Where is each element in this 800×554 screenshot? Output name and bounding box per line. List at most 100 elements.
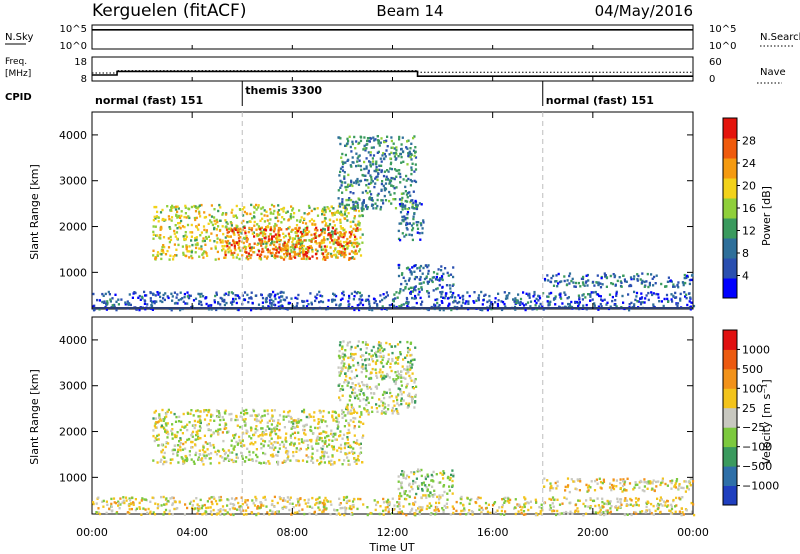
data-cell: [376, 376, 379, 379]
data-cell: [236, 424, 239, 427]
data-cell: [402, 358, 405, 361]
data-cell: [216, 220, 219, 224]
data-cell: [257, 505, 260, 508]
data-cell: [314, 240, 317, 243]
data-cell: [623, 481, 626, 484]
data-cell: [361, 241, 364, 244]
data-cell: [378, 355, 381, 358]
data-cell: [347, 303, 350, 307]
data-cell: [353, 238, 356, 241]
data-cell: [563, 275, 566, 278]
data-cell: [274, 511, 277, 514]
data-cell: [327, 233, 330, 236]
data-cell: [260, 240, 263, 243]
data-cell: [288, 508, 291, 512]
data-cell: [253, 418, 257, 421]
data-cell: [524, 303, 528, 306]
data-cell: [421, 227, 424, 230]
data-cell: [232, 232, 235, 235]
data-cell: [643, 478, 646, 481]
data-cell: [321, 209, 324, 213]
data-cell: [159, 211, 163, 214]
data-cell: [339, 513, 342, 516]
data-cell: [350, 256, 353, 260]
freq-left-tick-bottom: 8: [81, 74, 87, 85]
data-cell: [607, 502, 610, 506]
data-cell: [553, 498, 556, 502]
data-cell: [419, 509, 422, 512]
data-cell: [660, 282, 663, 286]
data-cell: [187, 215, 190, 218]
data-cell: [339, 170, 342, 174]
data-cell: [128, 293, 131, 296]
data-cell: [335, 218, 339, 221]
data-cell: [184, 503, 187, 506]
data-cell: [376, 359, 379, 362]
cpid-segment-label: themis 3300: [245, 84, 322, 97]
data-cell: [166, 205, 169, 208]
data-cell: [260, 427, 263, 430]
data-cell: [106, 301, 109, 305]
data-cell: [654, 509, 657, 513]
data-cell: [274, 233, 277, 236]
data-cell: [208, 213, 211, 217]
data-cell: [250, 229, 253, 232]
data-cell: [178, 500, 181, 503]
data-cell: [198, 204, 201, 207]
data-cell: [459, 502, 462, 505]
data-cell: [364, 364, 367, 367]
data-cell: [169, 254, 172, 257]
data-cell: [383, 140, 386, 144]
data-cell: [242, 225, 245, 229]
data-cell: [359, 497, 362, 501]
data-cell: [271, 446, 274, 450]
data-cell: [342, 229, 345, 232]
data-cell: [531, 308, 534, 311]
data-cell: [301, 221, 305, 224]
data-cell: [171, 437, 174, 440]
data-cell: [285, 228, 288, 231]
data-cell: [219, 238, 222, 242]
data-cell: [210, 221, 213, 224]
data-cell: [196, 409, 199, 412]
data-cell: [327, 207, 330, 210]
data-cell: [97, 496, 100, 499]
data-cell: [290, 417, 293, 420]
data-cell: [272, 448, 276, 451]
data-cell: [433, 276, 436, 279]
data-cell: [177, 298, 180, 302]
data-cell: [233, 244, 236, 248]
data-cell: [361, 298, 364, 302]
data-cell: [177, 461, 180, 464]
data-cell: [593, 284, 596, 287]
data-cell: [425, 507, 428, 511]
data-cell: [238, 439, 241, 442]
data-cell: [95, 502, 98, 505]
data-cell: [669, 480, 672, 483]
data-cell: [406, 302, 410, 305]
data-cell: [382, 513, 385, 516]
data-cell: [549, 300, 552, 303]
data-cell: [354, 417, 357, 420]
data-cell: [171, 428, 174, 431]
data-cell: [378, 371, 381, 374]
data-cell: [397, 393, 400, 396]
data-cell: [393, 293, 396, 296]
data-cell: [432, 271, 436, 274]
data-cell: [332, 240, 335, 243]
data-cell: [354, 205, 357, 208]
data-cell: [400, 393, 403, 396]
data-cell: [113, 501, 116, 504]
data-cell: [455, 500, 458, 504]
data-cell: [401, 219, 404, 222]
data-cell: [204, 235, 208, 239]
data-cell: [250, 291, 253, 294]
data-cell: [397, 375, 400, 379]
data-cell: [582, 275, 585, 279]
data-cell: [354, 235, 357, 238]
data-cell: [683, 480, 686, 483]
data-cell: [317, 442, 320, 445]
data-cell: [339, 142, 342, 146]
data-cell: [312, 415, 315, 419]
data-cell: [345, 419, 348, 422]
